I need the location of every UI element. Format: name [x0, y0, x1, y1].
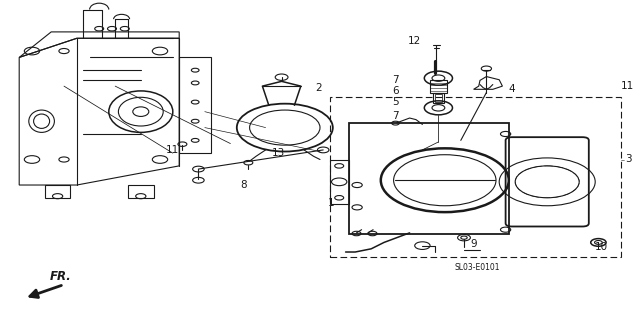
Text: 12: 12 [408, 36, 421, 47]
Text: 3: 3 [625, 154, 632, 165]
Text: FR.: FR. [50, 270, 72, 283]
Bar [435, 94, 442, 102]
Text: 5: 5 [392, 97, 399, 107]
Bar [330, 97, 621, 257]
Text: 4: 4 [509, 84, 515, 94]
Text: 13: 13 [272, 148, 285, 158]
Bar [430, 80, 447, 93]
Text: 1: 1 [328, 197, 334, 208]
Text: 2: 2 [316, 83, 322, 93]
Bar [433, 93, 444, 103]
Text: 11: 11 [166, 145, 179, 155]
Text: 7: 7 [392, 75, 399, 85]
Text: 8: 8 [240, 180, 246, 190]
Text: 9: 9 [470, 239, 477, 249]
Text: 6: 6 [392, 86, 399, 96]
Text: 10: 10 [595, 242, 608, 252]
Text: 7: 7 [392, 111, 399, 122]
Text: SL03-E0101: SL03-E0101 [454, 263, 500, 272]
Text: 11: 11 [621, 81, 634, 91]
